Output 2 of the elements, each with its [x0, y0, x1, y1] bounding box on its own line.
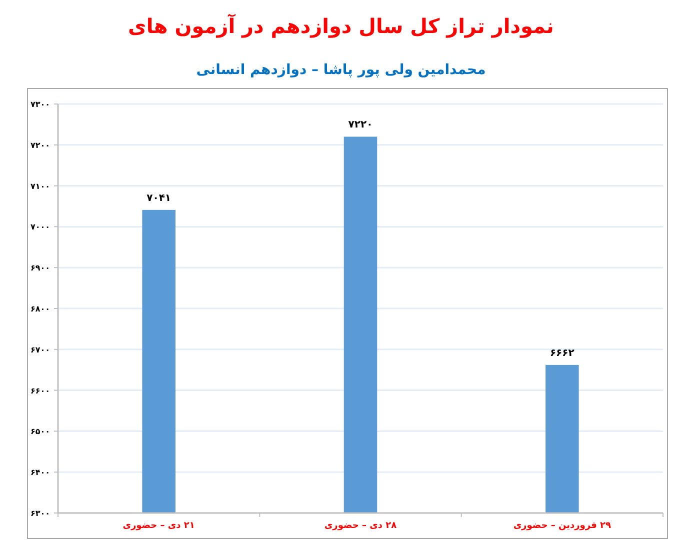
subtitle: محمدامین ولی پور پاشا – دوازدهم انسانی: [196, 62, 486, 78]
title: نمودار تراز کل سال دوازدهم در آزمون های: [128, 14, 554, 38]
